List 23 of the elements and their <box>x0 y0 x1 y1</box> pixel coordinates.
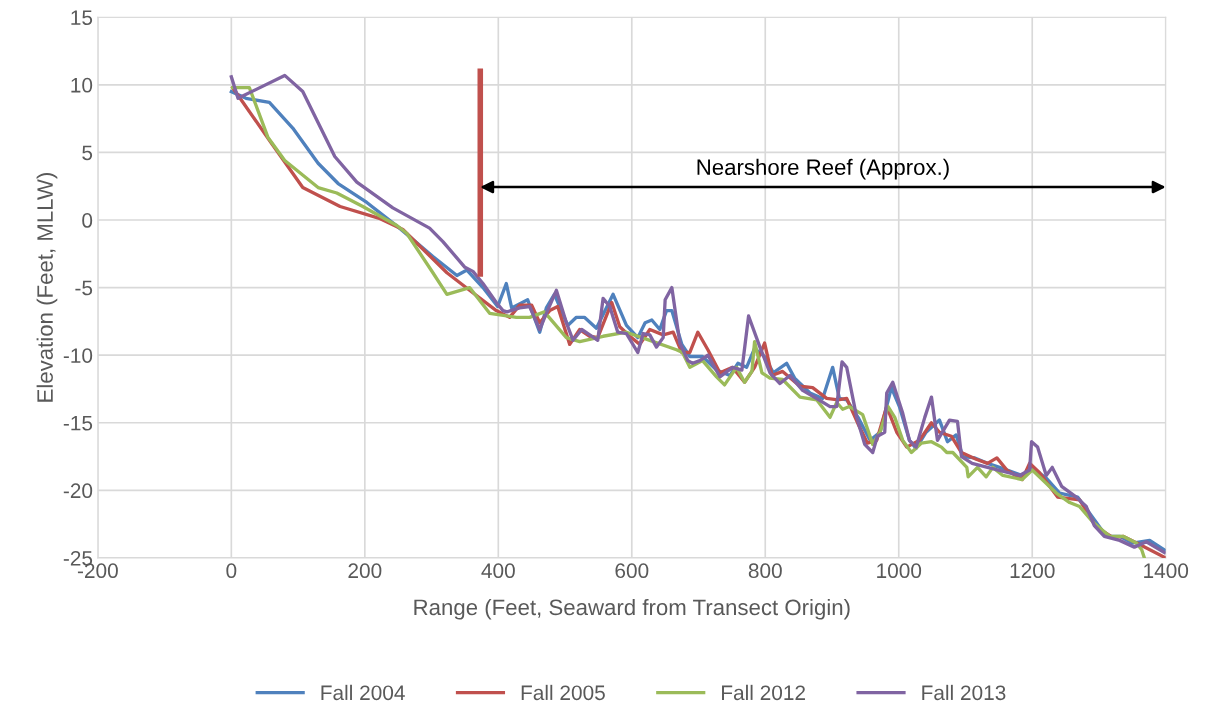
x-tick-label: 0 <box>226 563 237 579</box>
x-tick-label: 1400 <box>1144 563 1189 579</box>
x-tick-label: 600 <box>615 563 649 579</box>
y-tick-label: 5 <box>82 145 93 161</box>
x-tick-label: 1200 <box>1010 563 1055 579</box>
x-tick-label: 1000 <box>877 563 922 579</box>
x-tick-label: 200 <box>348 563 382 579</box>
y-tick-label: -5 <box>75 280 93 296</box>
x-tick-label: 800 <box>748 563 782 579</box>
x-tick-label: 400 <box>481 563 515 579</box>
y-tick-label: -10 <box>63 348 93 363</box>
legend-label: Fall 2004 <box>321 684 405 701</box>
annotation: Nearshore Reef (Approx.) <box>697 158 949 180</box>
legend-label: Fall 2013 <box>922 684 1006 701</box>
x-axis-title: Range (Feet, Seaward from Transect Origin) <box>414 598 850 620</box>
y-tick-label: 15 <box>71 10 93 26</box>
legend-label: Fall 2005 <box>521 684 605 701</box>
y-tick-label: 0 <box>82 213 93 228</box>
y-tick-label: -20 <box>63 483 93 499</box>
y-tick-label: -15 <box>63 415 93 431</box>
y-tick-label: 10 <box>71 77 93 93</box>
y-axis-title: Elevation (Feet, MLLW) <box>36 173 58 402</box>
legend-label: Fall 2012 <box>722 684 805 701</box>
